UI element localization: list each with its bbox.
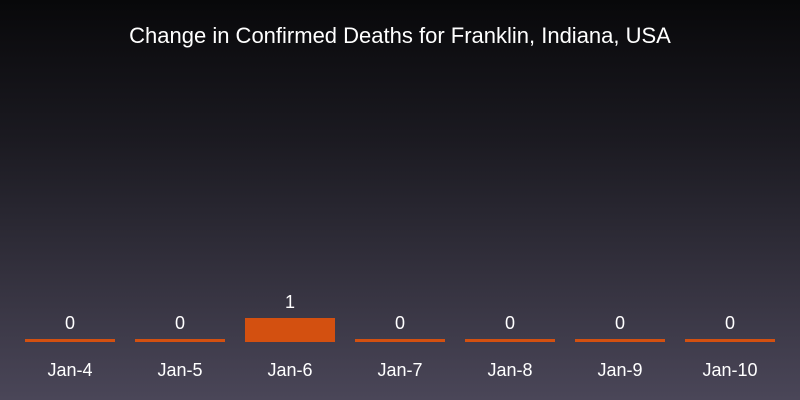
tick-label-jan-10: Jan-10 bbox=[702, 360, 757, 380]
tick-label-jan-8: Jan-8 bbox=[487, 360, 532, 380]
bar-jan-6 bbox=[245, 318, 335, 342]
bar-jan-7 bbox=[355, 339, 445, 342]
value-label-jan-4: 0 bbox=[65, 313, 75, 333]
value-labels-layer: 0 0 1 0 0 0 0 bbox=[65, 292, 735, 333]
value-label-jan-7: 0 bbox=[395, 313, 405, 333]
chart-title: Change in Confirmed Deaths for Franklin,… bbox=[129, 23, 671, 48]
value-label-jan-8: 0 bbox=[505, 313, 515, 333]
value-label-jan-10: 0 bbox=[725, 313, 735, 333]
bars-layer bbox=[25, 318, 775, 342]
value-label-jan-5: 0 bbox=[175, 313, 185, 333]
bar-jan-4 bbox=[25, 339, 115, 342]
value-label-jan-6: 1 bbox=[285, 292, 295, 312]
bar-jan-10 bbox=[685, 339, 775, 342]
x-axis-tick-labels: Jan-4 Jan-5 Jan-6 Jan-7 Jan-8 Jan-9 Jan-10 bbox=[47, 360, 757, 380]
bar-jan-9 bbox=[575, 339, 665, 342]
tick-label-jan-6: Jan-6 bbox=[267, 360, 312, 380]
bar-jan-8 bbox=[465, 339, 555, 342]
tick-label-jan-4: Jan-4 bbox=[47, 360, 92, 380]
tick-label-jan-5: Jan-5 bbox=[157, 360, 202, 380]
value-label-jan-9: 0 bbox=[615, 313, 625, 333]
tick-label-jan-9: Jan-9 bbox=[597, 360, 642, 380]
bar-jan-5 bbox=[135, 339, 225, 342]
tick-label-jan-7: Jan-7 bbox=[377, 360, 422, 380]
